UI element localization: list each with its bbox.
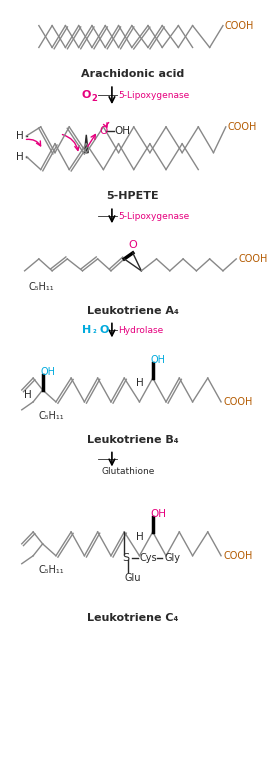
Text: O: O <box>100 325 109 335</box>
FancyArrowPatch shape <box>26 140 41 146</box>
Text: COOH: COOH <box>238 254 268 264</box>
Text: H: H <box>82 325 91 335</box>
Text: C₅H₁₁: C₅H₁₁ <box>39 564 64 574</box>
Text: 5-Lipoxygenase: 5-Lipoxygenase <box>119 91 190 99</box>
Text: 2: 2 <box>91 93 97 103</box>
Text: Hydrolase: Hydrolase <box>119 326 164 335</box>
Text: Glutathione: Glutathione <box>101 467 155 476</box>
Text: ₂: ₂ <box>93 326 97 335</box>
Text: Leukotriene A₄: Leukotriene A₄ <box>87 305 179 315</box>
Text: H: H <box>16 131 24 141</box>
Text: O: O <box>128 240 137 250</box>
Text: COOH: COOH <box>225 21 254 31</box>
Text: Arachidonic acid: Arachidonic acid <box>81 69 185 79</box>
Text: Glu: Glu <box>124 573 141 583</box>
FancyArrowPatch shape <box>62 135 79 150</box>
Text: OH: OH <box>151 509 167 519</box>
Text: H: H <box>136 378 143 388</box>
Text: COOH: COOH <box>224 550 253 561</box>
Text: Leukotriene C₄: Leukotriene C₄ <box>87 613 178 623</box>
Text: C₅H₁₁: C₅H₁₁ <box>39 411 64 421</box>
Text: OH: OH <box>115 126 131 136</box>
Text: 5-Lipoxygenase: 5-Lipoxygenase <box>119 212 190 221</box>
Text: 5-HPETE: 5-HPETE <box>106 191 159 201</box>
Text: COOH: COOH <box>228 122 257 132</box>
Polygon shape <box>84 135 88 153</box>
Text: COOH: COOH <box>224 397 253 407</box>
Text: H: H <box>24 390 31 400</box>
Text: Leukotriene B₄: Leukotriene B₄ <box>87 435 179 445</box>
FancyArrowPatch shape <box>103 123 109 127</box>
Text: C₅H₁₁: C₅H₁₁ <box>28 281 54 291</box>
Text: Gly: Gly <box>164 553 180 563</box>
Text: H: H <box>16 152 24 162</box>
Text: O: O <box>82 90 91 100</box>
Text: S: S <box>122 553 130 563</box>
Text: H: H <box>136 532 143 542</box>
Text: O: O <box>100 126 108 136</box>
Text: Cys: Cys <box>139 553 157 563</box>
Text: OH: OH <box>41 367 56 377</box>
Text: OH: OH <box>151 355 166 365</box>
